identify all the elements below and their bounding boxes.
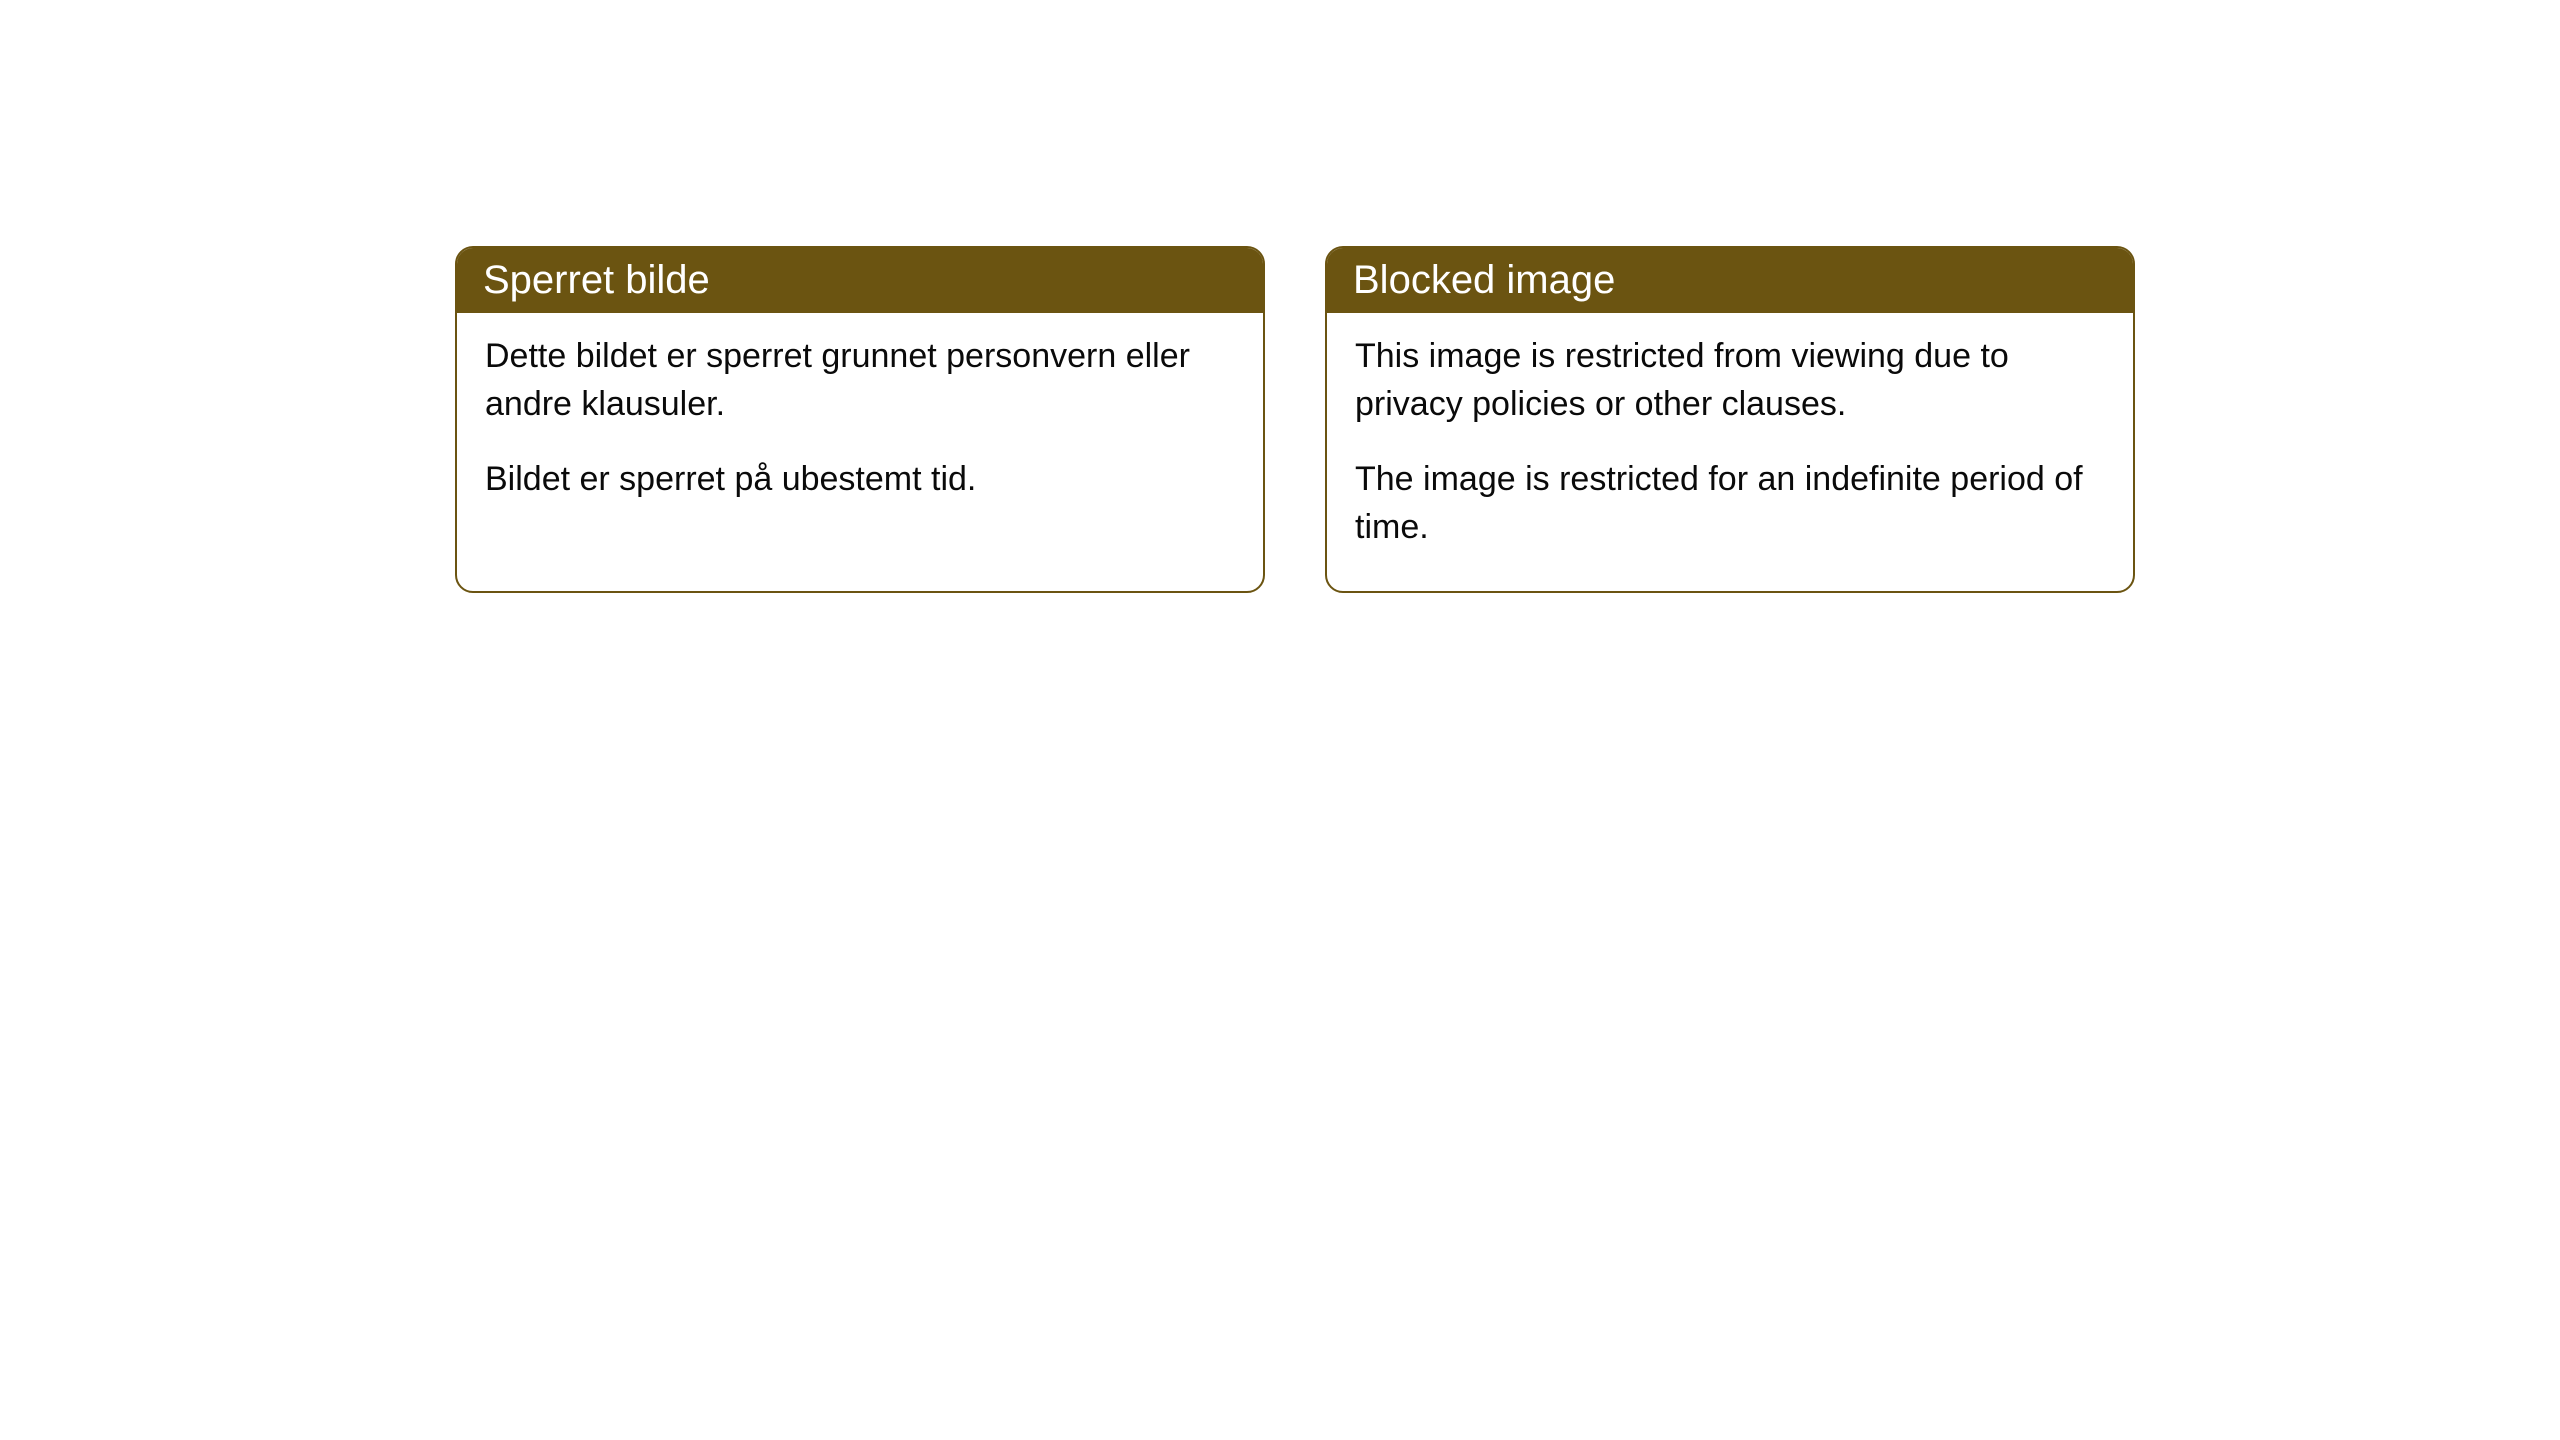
notice-container: Sperret bilde Dette bildet er sperret gr…	[0, 0, 2560, 593]
notice-paragraph: This image is restricted from viewing du…	[1355, 333, 2105, 428]
card-header: Blocked image	[1327, 248, 2133, 313]
notice-paragraph: The image is restricted for an indefinit…	[1355, 456, 2105, 551]
notice-paragraph: Bildet er sperret på ubestemt tid.	[485, 456, 1235, 504]
card-body: This image is restricted from viewing du…	[1327, 313, 2133, 591]
card-header: Sperret bilde	[457, 248, 1263, 313]
card-body: Dette bildet er sperret grunnet personve…	[457, 313, 1263, 544]
notice-card-english: Blocked image This image is restricted f…	[1325, 246, 2135, 593]
notice-card-norwegian: Sperret bilde Dette bildet er sperret gr…	[455, 246, 1265, 593]
notice-paragraph: Dette bildet er sperret grunnet personve…	[485, 333, 1235, 428]
